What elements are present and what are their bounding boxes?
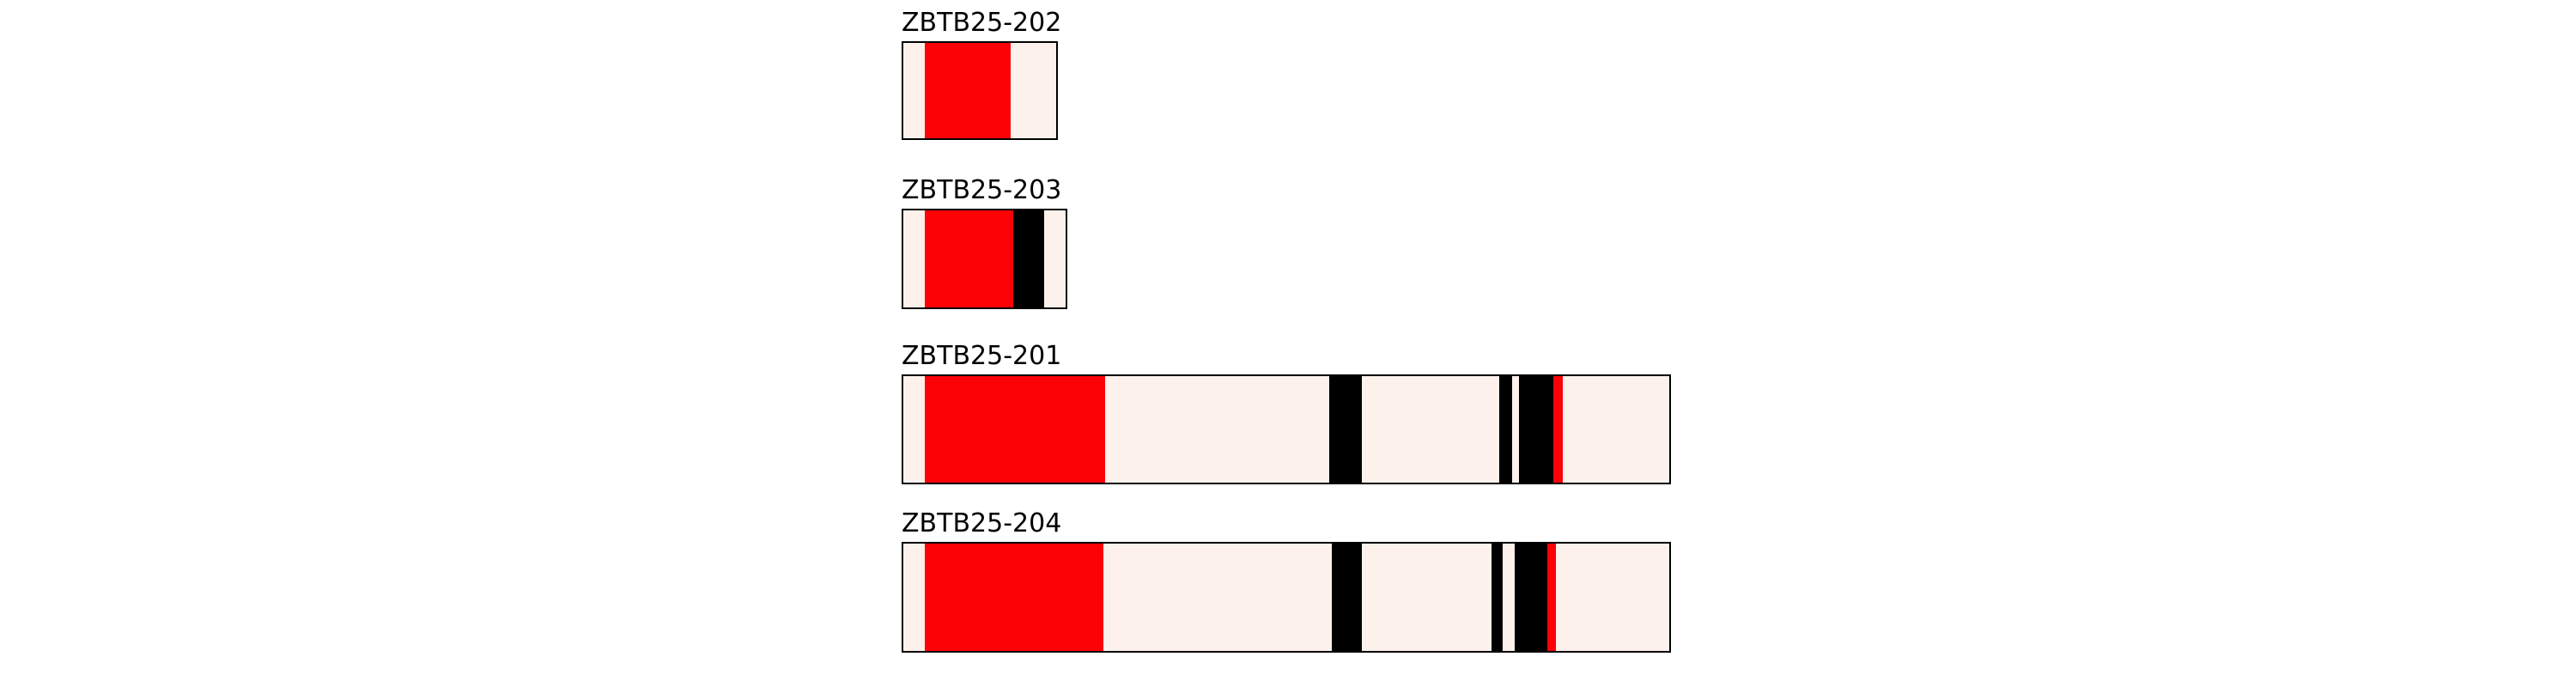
black-domain-segment xyxy=(1492,544,1503,651)
transcript-label: ZBTB25-201 xyxy=(902,341,1062,371)
red-domain-segment xyxy=(925,43,1011,138)
transcript-label: ZBTB25-202 xyxy=(902,8,1062,38)
black-domain-segment xyxy=(1519,376,1553,483)
transcript-track[interactable] xyxy=(902,41,1058,140)
black-domain-segment xyxy=(1499,376,1512,483)
transcript-label: ZBTB25-204 xyxy=(902,508,1062,538)
transcript-track[interactable] xyxy=(902,542,1671,653)
black-domain-segment xyxy=(1332,544,1362,651)
black-domain-segment xyxy=(1013,210,1044,307)
red-domain-segment xyxy=(925,210,1013,307)
transcript-label: ZBTB25-203 xyxy=(902,175,1062,205)
red-domain-segment xyxy=(925,544,1103,651)
red-domain-segment xyxy=(925,376,1105,483)
red-domain-segment xyxy=(1547,544,1556,651)
black-domain-segment xyxy=(1329,376,1362,483)
red-domain-segment xyxy=(1553,376,1563,483)
black-domain-segment xyxy=(1515,544,1547,651)
transcript-track[interactable] xyxy=(902,374,1671,484)
transcript-track[interactable] xyxy=(902,209,1067,309)
